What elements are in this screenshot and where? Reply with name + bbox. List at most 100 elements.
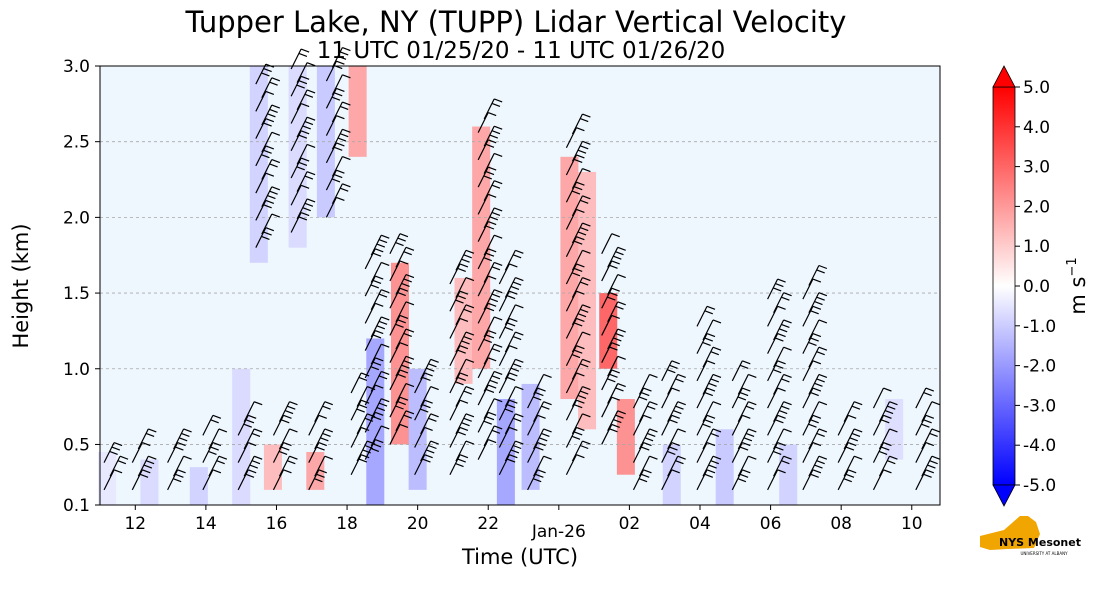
ny-state-shape-icon	[980, 516, 1040, 550]
wind-barb	[483, 152, 503, 174]
wind-barb	[504, 413, 524, 435]
wind-barb	[737, 428, 757, 450]
wind-barb	[395, 301, 415, 323]
wind-barb	[571, 331, 591, 353]
x-tick-label: 22	[477, 514, 499, 534]
wind-barb	[667, 401, 686, 423]
wind-barb	[571, 249, 591, 271]
wind-barb	[878, 428, 898, 450]
wind-barb	[607, 301, 626, 323]
wind-barb	[389, 287, 409, 309]
wind-barb	[167, 442, 186, 463]
wind-barb	[449, 399, 469, 421]
wind-barb	[808, 264, 828, 286]
wind-barb	[565, 236, 585, 258]
wind-barb	[565, 208, 585, 230]
velocity-cell	[232, 368, 251, 505]
wind-barb	[208, 428, 228, 450]
wind-barb	[731, 469, 751, 491]
wind-barb	[661, 442, 680, 463]
wind-barb	[243, 428, 263, 450]
wind-barb	[331, 101, 351, 123]
wind-barb	[837, 469, 857, 491]
wind-barb	[325, 169, 345, 191]
wind-barb	[571, 140, 591, 162]
velocity-cell	[316, 66, 335, 218]
wind-barb	[364, 411, 384, 433]
wind-barb	[389, 369, 409, 391]
wind-barb	[601, 342, 620, 363]
wind-barb	[808, 346, 828, 368]
wind-barb	[872, 469, 892, 491]
wind-barb	[565, 181, 585, 203]
wind-barb	[802, 469, 822, 491]
wind-barb	[272, 442, 292, 463]
nys-mesonet-logo: NYS Mesonet UNIVERSITY AT ALBANY	[980, 516, 1081, 556]
wind-barb	[808, 401, 828, 423]
wind-barb	[261, 104, 281, 126]
wind-barb	[571, 277, 591, 298]
wind-barb	[498, 372, 518, 394]
wind-barb	[350, 372, 370, 394]
wind-barb	[571, 195, 591, 217]
y-tick-label: 0.5	[63, 435, 90, 455]
wind-barb	[565, 454, 585, 475]
wind-barb	[350, 399, 370, 421]
wind-barb	[921, 428, 941, 450]
wind-barb	[702, 401, 722, 423]
wind-barb	[632, 414, 652, 436]
wind-barb	[477, 248, 497, 270]
wind-barb	[565, 263, 585, 285]
wind-barb	[731, 387, 751, 409]
wind-barb	[696, 305, 716, 327]
wind-barb	[808, 292, 828, 314]
wind-barb	[389, 423, 409, 445]
wind-barb	[420, 440, 439, 462]
wind-barb	[477, 357, 497, 379]
velocity-cell	[521, 383, 540, 490]
wind-barb	[571, 304, 591, 326]
wind-barb	[773, 319, 792, 341]
wind-barb	[731, 360, 751, 382]
wind-barb	[504, 358, 524, 380]
x-tick-label: 08	[830, 514, 852, 534]
wind-barb	[773, 455, 792, 477]
wind-barb	[455, 249, 475, 271]
wind-barb	[449, 426, 469, 448]
wind-barb	[103, 442, 123, 463]
wind-barb	[915, 469, 935, 491]
wind-barb	[601, 396, 620, 418]
wind-barb	[601, 260, 620, 282]
wind-barb	[607, 383, 626, 404]
y-tick-label: 3.0	[63, 57, 90, 77]
colorbar-tick-label: 2.0	[1023, 197, 1050, 217]
wind-barb	[278, 455, 298, 477]
wind-barb	[173, 428, 192, 450]
wind-barb	[455, 358, 475, 380]
wind-barb	[167, 469, 186, 491]
wind-barb	[325, 87, 345, 109]
wind-barb	[571, 413, 591, 435]
wind-barb	[661, 360, 680, 382]
wind-barb-layer	[103, 46, 941, 491]
wind-barb	[364, 357, 384, 379]
wind-barb	[449, 372, 469, 394]
wind-barb	[455, 331, 475, 353]
wind-barb	[878, 455, 898, 477]
wind-barb	[370, 289, 390, 310]
wind-barb	[109, 455, 129, 477]
wind-barb	[314, 428, 333, 450]
wind-barb	[477, 275, 497, 297]
wind-barb	[331, 128, 351, 150]
velocity-cell	[496, 399, 515, 505]
wind-barb	[773, 292, 792, 314]
wind-barb	[565, 127, 585, 149]
wind-barb	[737, 455, 757, 477]
wind-barb	[607, 328, 626, 350]
wind-barb	[504, 386, 524, 407]
wind-barb	[843, 455, 863, 477]
wind-barb	[571, 440, 591, 462]
wind-barb	[565, 372, 585, 394]
velocity-cell	[454, 277, 473, 384]
